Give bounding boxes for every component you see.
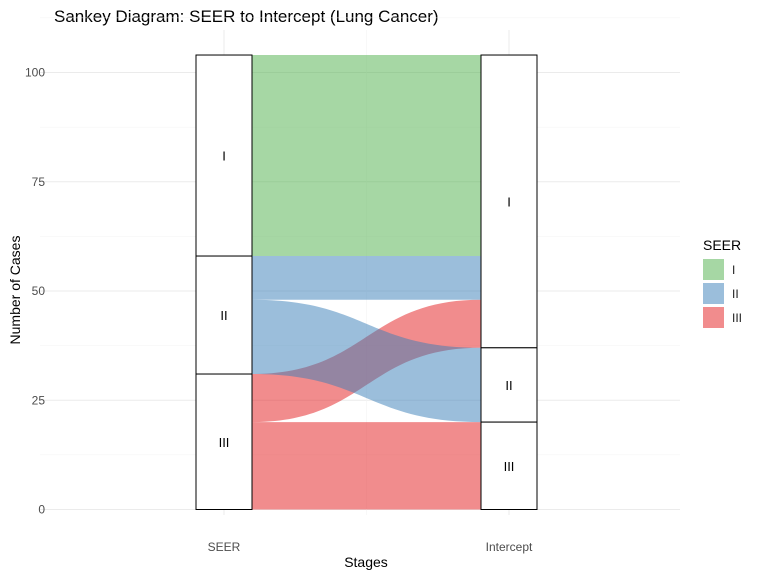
intercept-stratum-label: I (507, 194, 511, 209)
intercept-stratum-iii (480, 421, 538, 511)
seer-stratum-iii (195, 373, 253, 510)
y-tick-label: 50 (32, 284, 46, 298)
flows (252, 55, 481, 510)
intercept-stratum-label: III (504, 459, 515, 474)
seer-stratum-label: III (219, 435, 230, 450)
seer-stratum-label: I (222, 149, 226, 164)
x-axis-title: Stages (344, 554, 388, 570)
legend-label: I (732, 263, 735, 277)
legend-swatch-i (703, 259, 724, 280)
x-tick-label: SEER (208, 540, 241, 554)
y-tick-label: 0 (38, 503, 45, 517)
y-tick-label: 100 (25, 66, 45, 80)
legend-swatch-iii (703, 307, 724, 328)
intercept-stratum-i (480, 54, 538, 349)
legend-title: SEER (703, 237, 741, 253)
x-axis: SEER Intercept (208, 540, 533, 554)
flow-ii-to-ii (252, 299, 481, 423)
y-tick-label: 75 (32, 175, 46, 189)
flow-iii-to-iii (252, 422, 481, 510)
legend-swatch-ii (703, 283, 724, 304)
x-tick-label: Intercept (486, 540, 533, 554)
y-axis-title: Number of Cases (7, 236, 23, 345)
chart-title: Sankey Diagram: SEER to Intercept (Lung … (54, 7, 439, 26)
seer-stratum-i (195, 54, 253, 257)
flow-i-to-i (252, 55, 481, 257)
legend-label: II (732, 287, 739, 301)
seer-stratum-label: II (220, 308, 227, 323)
intercept-stratum-label: II (505, 378, 512, 393)
legend-label: III (732, 311, 742, 325)
seer-stratum-ii (195, 255, 253, 375)
y-axis: 0 25 50 75 100 (25, 66, 45, 517)
y-tick-label: 25 (32, 393, 46, 407)
flow-ii-to-i (252, 256, 481, 300)
